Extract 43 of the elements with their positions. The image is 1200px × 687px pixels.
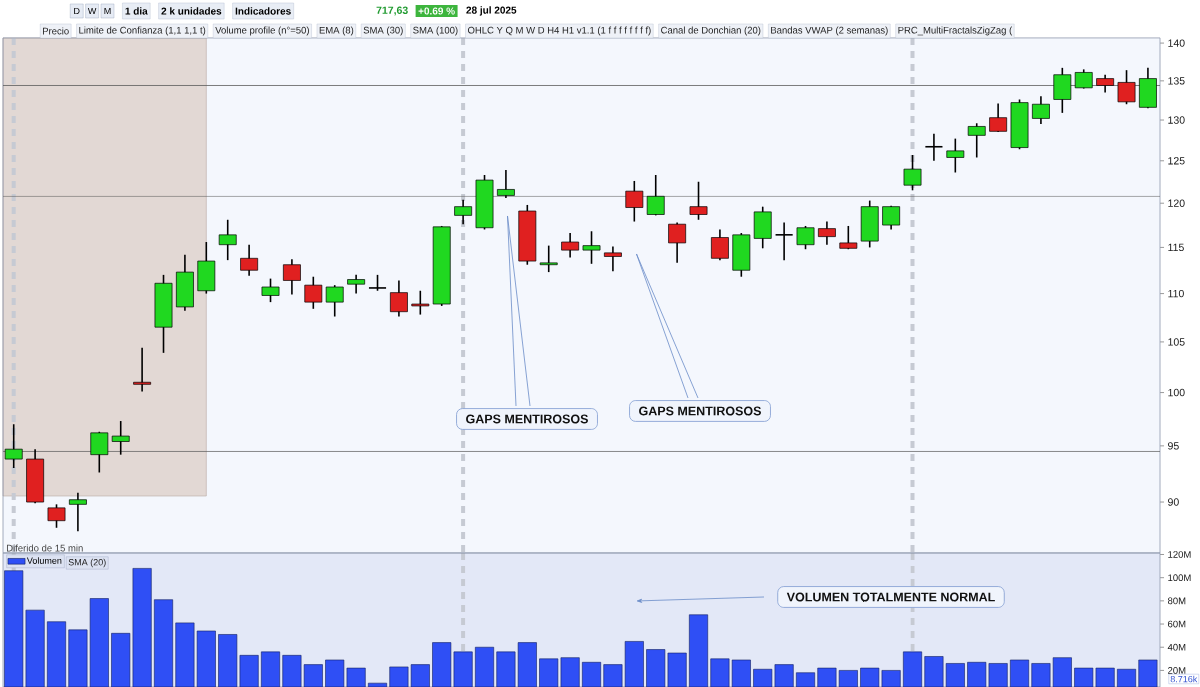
legend-label: Volumen: [26, 557, 62, 564]
text: PRC_MultiFractalsZigZag (: [898, 26, 1013, 36]
text: Canal de Donchian (20): [661, 26, 761, 36]
text: SMA (30): [363, 26, 403, 36]
text: D: [74, 7, 80, 15]
annotation: VOLUMEN TOTALMENTE NORMAL: [786, 592, 995, 602]
y-tick-label: 100: [1168, 388, 1185, 397]
y-tick-label: 100M: [1168, 574, 1191, 582]
y-tick-label: 130: [1168, 116, 1185, 124]
annotation: GAPS MENTIROSOS: [466, 414, 588, 424]
text: EMA (8): [319, 26, 354, 36]
text: 2 k unidades: [161, 7, 222, 15]
text: Bandas VWAP (2 semanas): [771, 26, 888, 36]
y-tick-label: 80M: [1167, 597, 1186, 605]
y-tick-label: 120: [1168, 199, 1185, 207]
text: W: [87, 7, 97, 15]
y-tick-label: 95: [1168, 442, 1179, 450]
text: 1 dia: [125, 7, 148, 15]
text: 717,63: [376, 6, 408, 16]
y-tick-label: 105: [1168, 338, 1185, 346]
text: SMA (100): [413, 26, 458, 36]
y-tick-label: 20M: [1168, 667, 1186, 674]
annotation: GAPS MENTIROSOS: [639, 406, 761, 416]
text: 8.716k: [1170, 675, 1198, 683]
text: 28 jul 2025: [466, 6, 517, 16]
text: Precio: [42, 27, 69, 35]
y-tick-label: 135: [1168, 77, 1185, 85]
y-tick-label: 125: [1168, 157, 1185, 165]
y-tick-label: 120M: [1168, 551, 1191, 558]
y-tick-label: 110: [1168, 289, 1184, 298]
y-tick-label: 140: [1168, 39, 1185, 47]
text: M: [104, 7, 111, 15]
text: Limite de Confianza (1,1 1,1 t): [79, 26, 206, 36]
y-tick-label: 40M: [1167, 643, 1186, 651]
text: Indicadores: [235, 7, 291, 15]
text: OHLC Y Q M W D H4 H1 v1.1 (1 f f f f f f f f): [467, 26, 651, 36]
y-tick-label: 90: [1168, 498, 1179, 506]
y-tick-label: 115: [1168, 243, 1184, 252]
text: Volume profile (n°=50): [215, 26, 309, 36]
y-tick-label: 60M: [1168, 620, 1186, 628]
annotation: SMA (20): [68, 558, 106, 568]
annotation: Diferido de 15 min: [6, 544, 83, 552]
text: +0.69 %: [418, 7, 455, 15]
